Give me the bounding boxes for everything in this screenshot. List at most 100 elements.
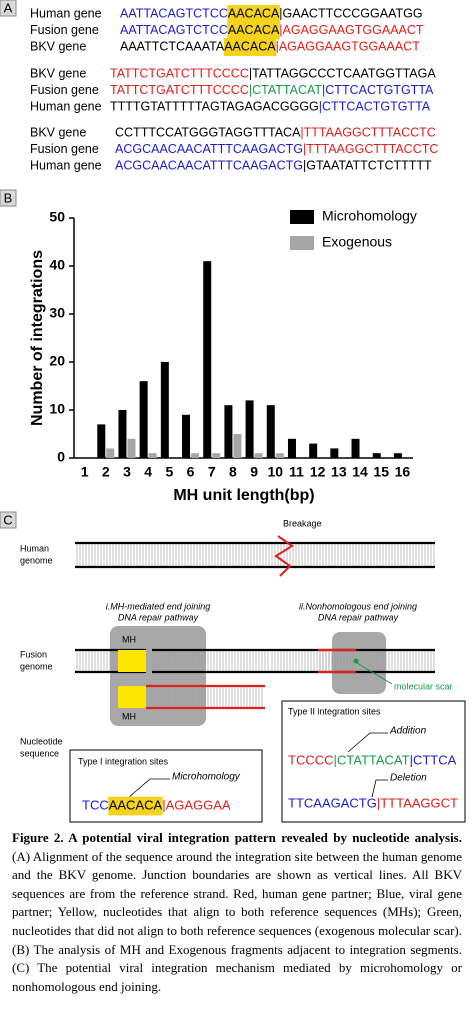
sequence-segment: |AGAGGAA	[162, 797, 231, 812]
legend-label: Microhomology	[322, 208, 417, 224]
panel-label-box	[0, 189, 17, 207]
bar	[287, 438, 296, 458]
x-tick-label: 3	[123, 464, 131, 480]
sequence-segment: AAATTCTCAAATA	[120, 39, 225, 53]
sequence-segment: |CTATTACAT	[249, 83, 323, 97]
sequence-segment: TATTCTGATCTTTCCCC	[110, 83, 249, 97]
bar	[148, 453, 157, 458]
caption-title: Figure 2. A potential viral integration …	[12, 830, 462, 845]
legend-swatch	[290, 236, 314, 250]
sequence-segment: AACACA	[224, 39, 276, 53]
pathway-label: DNA repair pathway	[118, 612, 199, 622]
sequence-segment: |CTTCACTGTGTTA	[319, 99, 431, 113]
x-tick-label: 7	[208, 464, 216, 480]
nucleotide-sequence-label: Nucleotide	[20, 736, 63, 746]
y-tick-label: 40	[49, 257, 65, 273]
annotation-leader	[347, 732, 388, 753]
sequence-segment: CCTTTCCATGGGTAGGTTTACA	[115, 125, 301, 139]
bar	[372, 453, 381, 458]
annotation: Microhomology	[172, 772, 241, 783]
bar	[160, 362, 169, 458]
x-tick-label: 2	[102, 464, 110, 480]
type-2-box	[281, 700, 466, 823]
sequence-segment: AATTACAGTCTCC	[120, 6, 228, 20]
y-tick-label: 20	[49, 353, 65, 369]
sequence-segment: ACGCAACAACATTTCAAGACTG	[115, 142, 303, 156]
scar-dot	[353, 658, 359, 664]
figure-caption: Figure 2. A potential viral integration …	[12, 829, 462, 996]
y-tick-label: 0	[57, 449, 65, 465]
x-tick-label: 9	[250, 464, 258, 480]
sequence-segment: |CTTCACTGTGTTA	[322, 83, 434, 97]
type-2-title: Type II integration sites	[288, 706, 381, 716]
x-tick-label: 4	[144, 464, 152, 480]
sequence-segment: |CTTCA	[410, 752, 457, 767]
dna-diagrams	[75, 541, 435, 710]
x-tick-label: 8	[229, 464, 237, 480]
sequence-segment: TATTCTGATCTTTCCCC	[110, 66, 249, 80]
bar	[266, 405, 275, 458]
bar	[182, 414, 191, 458]
type-1-title: Type I integration sites	[78, 756, 169, 766]
pathway-label: DNA repair pathway	[318, 612, 399, 622]
row-label: BKV gene	[30, 125, 86, 139]
x-tick-label: 5	[165, 464, 173, 480]
sequence-segment: AATTACAGTCTCC	[120, 23, 228, 37]
x-tick-label: 13	[331, 464, 347, 480]
sequence-segment: TTTTGTATTTTTAGTAGAGACGGGG	[110, 99, 319, 113]
pathway-label: ii.Nonhomologous end joining	[299, 601, 417, 611]
human-genome-label: genome	[20, 555, 53, 565]
annotation: Deletion	[390, 773, 427, 784]
molecular-scar-label: molecular scar	[394, 681, 453, 691]
panel-label-box	[0, 0, 17, 17]
bar	[309, 443, 318, 458]
y-tick-label: 30	[49, 305, 65, 321]
bar	[191, 453, 200, 458]
mh-label: MH	[122, 711, 136, 721]
caption-body: (A) Alignment of the sequence around the…	[12, 848, 462, 994]
sequence-segment: AACACA	[228, 23, 280, 37]
bar	[275, 453, 284, 458]
nucleotide-sequence-label: sequence	[20, 748, 59, 758]
row-label: Fusion gene	[30, 83, 99, 97]
y-tick-label: 10	[49, 401, 65, 417]
sequence-segment: TTCAAGACTG	[288, 795, 377, 810]
mh-highlight	[118, 686, 146, 708]
sequence-segment: |TTTAAGGCT	[377, 795, 458, 810]
sequence-segment: |TATTAGGCCCTCAATGGTTAGA	[249, 66, 436, 80]
bar	[224, 405, 233, 458]
x-tick-label: 11	[289, 464, 304, 480]
panel-label: A	[4, 0, 13, 15]
figure: A B C MH unit length(bp) Number of integ…	[0, 0, 466, 823]
x-tick-label: 10	[267, 464, 283, 480]
y-tick-label: 50	[49, 209, 65, 225]
row-label: Human gene	[30, 6, 102, 20]
sequence-segment: |TTTAAGGCTTTACCTC	[300, 125, 435, 139]
highlight	[227, 5, 280, 23]
sequence-segment: |GAACTTCCCGGAATGG	[279, 6, 422, 20]
x-axis-title: MH unit length(bp)	[173, 487, 314, 504]
x-tick-label: 16	[395, 464, 411, 480]
bar	[233, 434, 242, 458]
annotation-leader	[371, 779, 388, 798]
row-label: BKV gene	[30, 66, 86, 80]
panel-label-box	[0, 511, 17, 529]
bar	[212, 453, 221, 458]
pathway-label: i.MH-mediated end joining	[106, 601, 211, 611]
breakage-mark	[274, 535, 294, 577]
row-label: Fusion gene	[30, 23, 99, 37]
row-label: Human gene	[30, 99, 102, 113]
x-tick-label: 14	[352, 464, 368, 480]
y-axis-title: Number of integrations	[29, 250, 46, 426]
sequence-segment: TCCCC	[288, 752, 334, 767]
mh-label: MH	[122, 634, 136, 644]
highlight	[108, 796, 163, 816]
sequence-segment: |CTATTACAT	[334, 752, 410, 767]
bar	[139, 381, 148, 458]
row-label: Fusion gene	[30, 142, 99, 156]
bar	[330, 448, 339, 458]
sequence-segment: AACACA	[109, 797, 163, 812]
legend-swatch	[290, 210, 314, 224]
bar	[393, 453, 402, 458]
